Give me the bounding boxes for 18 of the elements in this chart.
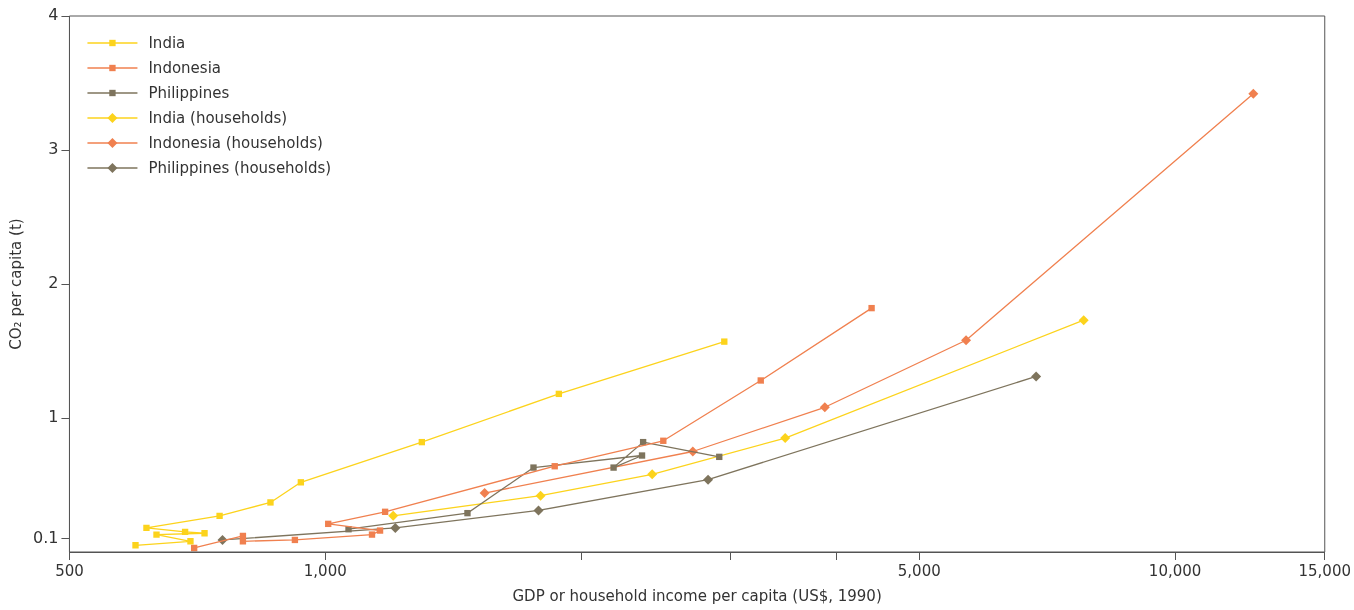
x-tick-label: 1,000 xyxy=(303,561,347,580)
y-tick-label: 1 xyxy=(48,407,59,427)
y-tick-label: 0.1 xyxy=(32,527,59,547)
legend-label: Philippines (households) xyxy=(148,158,332,177)
legend-label: Indonesia (households) xyxy=(148,133,323,152)
x-tick-label: 5,000 xyxy=(897,561,941,580)
x-axis-title: GDP or household income per capita (US$, 1990) xyxy=(512,586,882,605)
legend-label: Indonesia xyxy=(148,58,221,77)
x-tick-label: 15,000 xyxy=(1298,561,1352,580)
x-tick-label: 500 xyxy=(55,561,84,580)
legend-label: Philippines xyxy=(148,83,230,102)
x-tick-label: 10,000 xyxy=(1148,561,1202,580)
legend-label: India xyxy=(148,33,186,52)
y-tick-label: 3 xyxy=(48,139,59,159)
y-tick-label: 4 xyxy=(48,5,59,25)
y-axis-title: CO₂ per capita (t) xyxy=(6,218,25,350)
legend-label: India (households) xyxy=(148,108,288,127)
y-tick-label: 2 xyxy=(48,273,59,293)
